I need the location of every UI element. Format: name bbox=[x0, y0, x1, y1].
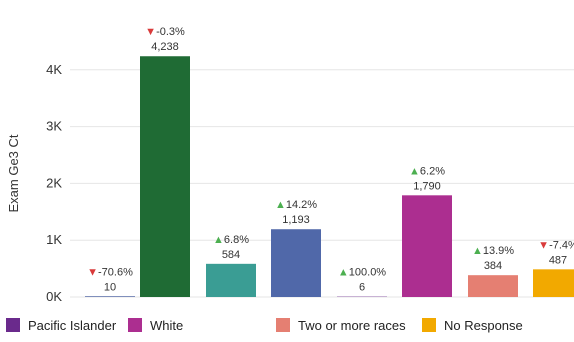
down-arrow-icon: ▼ bbox=[538, 239, 549, 251]
y-tick-label: 4K bbox=[46, 62, 62, 77]
change-label: ▼-7.4% bbox=[538, 239, 574, 251]
change-percent: -7.4% bbox=[549, 239, 574, 251]
up-arrow-icon: ▲ bbox=[409, 165, 420, 177]
change-label: ▼-0.3% bbox=[145, 26, 185, 38]
change-label: ▲6.8% bbox=[213, 234, 249, 246]
change-percent: 14.2% bbox=[286, 199, 317, 211]
down-arrow-icon: ▼ bbox=[145, 26, 156, 38]
bar bbox=[533, 269, 574, 297]
bar-value-label: 4,238 bbox=[151, 41, 179, 53]
change-percent: 13.9% bbox=[483, 245, 514, 257]
change-label: ▼-70.6% bbox=[87, 266, 133, 278]
bar-labels: ▼-70.6%10▼-0.3%4,238▲6.8%584▲14.2%1,193▲… bbox=[87, 26, 574, 293]
up-arrow-icon: ▲ bbox=[472, 245, 483, 257]
y-tick-label: 1K bbox=[46, 232, 62, 247]
bar-value-label: 584 bbox=[222, 249, 240, 261]
y-tick-label: 2K bbox=[46, 175, 62, 190]
bar-value-label: 10 bbox=[104, 281, 116, 293]
legend-label: Two or more races bbox=[298, 318, 406, 333]
bar-value-label: 1,193 bbox=[282, 214, 310, 226]
y-tick-label: 3K bbox=[46, 119, 62, 134]
legend: Pacific Islander White Two or more races No… bbox=[6, 318, 523, 333]
bar bbox=[85, 296, 135, 297]
change-label: ▲100.0% bbox=[338, 267, 386, 279]
legend-swatch bbox=[422, 318, 436, 332]
change-percent: 100.0% bbox=[349, 267, 387, 279]
up-arrow-icon: ▲ bbox=[213, 234, 224, 246]
bar-value-label: 1,790 bbox=[413, 180, 441, 192]
change-percent: 6.8% bbox=[224, 234, 249, 246]
bars bbox=[85, 56, 574, 298]
up-arrow-icon: ▲ bbox=[338, 267, 349, 279]
bar-value-label: 6 bbox=[359, 282, 365, 294]
bar-value-label: 487 bbox=[549, 254, 567, 266]
bar bbox=[468, 275, 518, 297]
bar bbox=[402, 195, 452, 297]
legend-swatch bbox=[128, 318, 142, 332]
change-label: ▲14.2% bbox=[275, 199, 317, 211]
y-axis-title: Exam Ge3 Ct bbox=[6, 134, 21, 212]
change-label: ▲6.2% bbox=[409, 165, 445, 177]
bar-value-label: 384 bbox=[484, 260, 502, 272]
legend-label: White bbox=[150, 318, 183, 333]
bar bbox=[271, 229, 321, 297]
legend-label: Pacific Islander bbox=[28, 318, 117, 333]
legend-label: No Response bbox=[444, 318, 523, 333]
change-percent: -70.6% bbox=[98, 266, 133, 278]
y-tick-label: 0K bbox=[46, 289, 62, 304]
y-axis-ticks: 0K 1K 2K 3K 4K bbox=[46, 62, 62, 304]
legend-swatch bbox=[6, 318, 20, 332]
change-percent: 6.2% bbox=[420, 165, 445, 177]
down-arrow-icon: ▼ bbox=[87, 266, 98, 278]
bar bbox=[140, 56, 190, 298]
up-arrow-icon: ▲ bbox=[275, 199, 286, 211]
change-label: ▲13.9% bbox=[472, 245, 514, 257]
bar bbox=[206, 263, 256, 297]
legend-swatch bbox=[276, 318, 290, 332]
change-percent: -0.3% bbox=[156, 26, 185, 38]
